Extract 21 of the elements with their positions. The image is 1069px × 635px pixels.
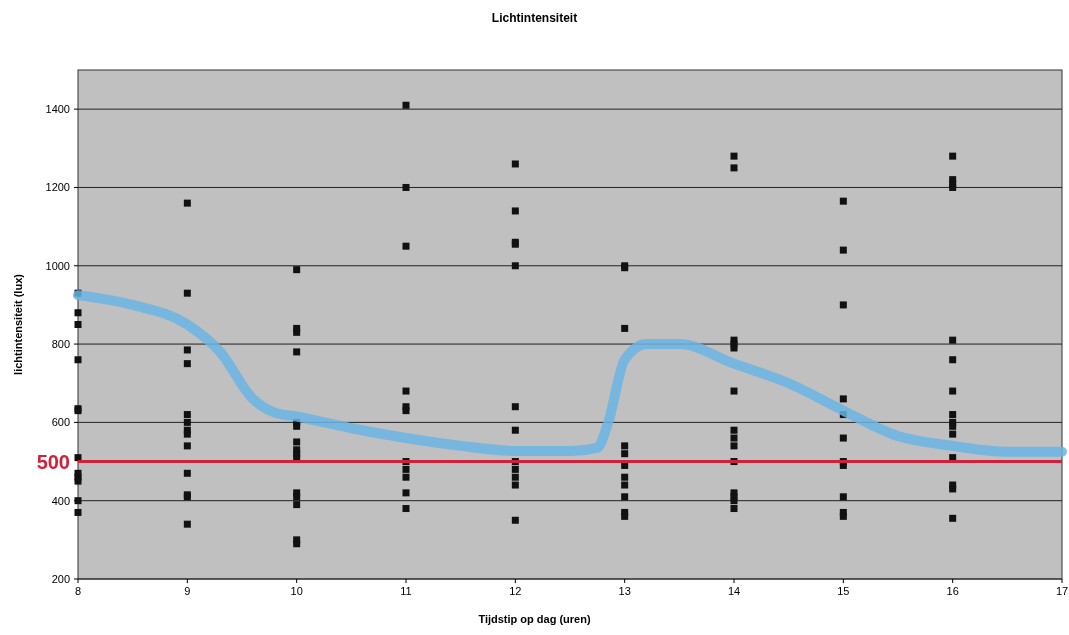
y-tick-label: 1200	[45, 181, 70, 194]
y-tick-label: 600	[51, 416, 70, 429]
x-tick-label: 15	[837, 585, 850, 597]
y-tick-label: 400	[51, 494, 70, 507]
y-tick-label: 200	[51, 572, 70, 585]
x-tick-label: 14	[727, 585, 741, 597]
y-tick-label: 1400	[45, 103, 70, 115]
x-tick-label: 16	[946, 585, 959, 597]
y-tick-label: 1000	[45, 259, 70, 272]
y-axis-title: lichtintensiteit (lux)	[12, 273, 24, 375]
x-axis-title: Tijdstip op dag (uren)	[478, 613, 591, 625]
chart-title: Lichtintensiteit	[491, 11, 578, 25]
x-tick-label: 9	[184, 585, 191, 597]
x-tick-label: 11	[400, 585, 412, 597]
y-tick-label: 800	[51, 337, 70, 350]
x-tick-label: 13	[618, 585, 631, 597]
x-tick-label: 8	[74, 585, 82, 597]
ref-line-label: 500	[36, 450, 70, 473]
x-tick-label: 17	[1055, 585, 1069, 597]
x-tick-label: 12	[509, 585, 522, 597]
x-tick-label: 10	[290, 585, 303, 597]
